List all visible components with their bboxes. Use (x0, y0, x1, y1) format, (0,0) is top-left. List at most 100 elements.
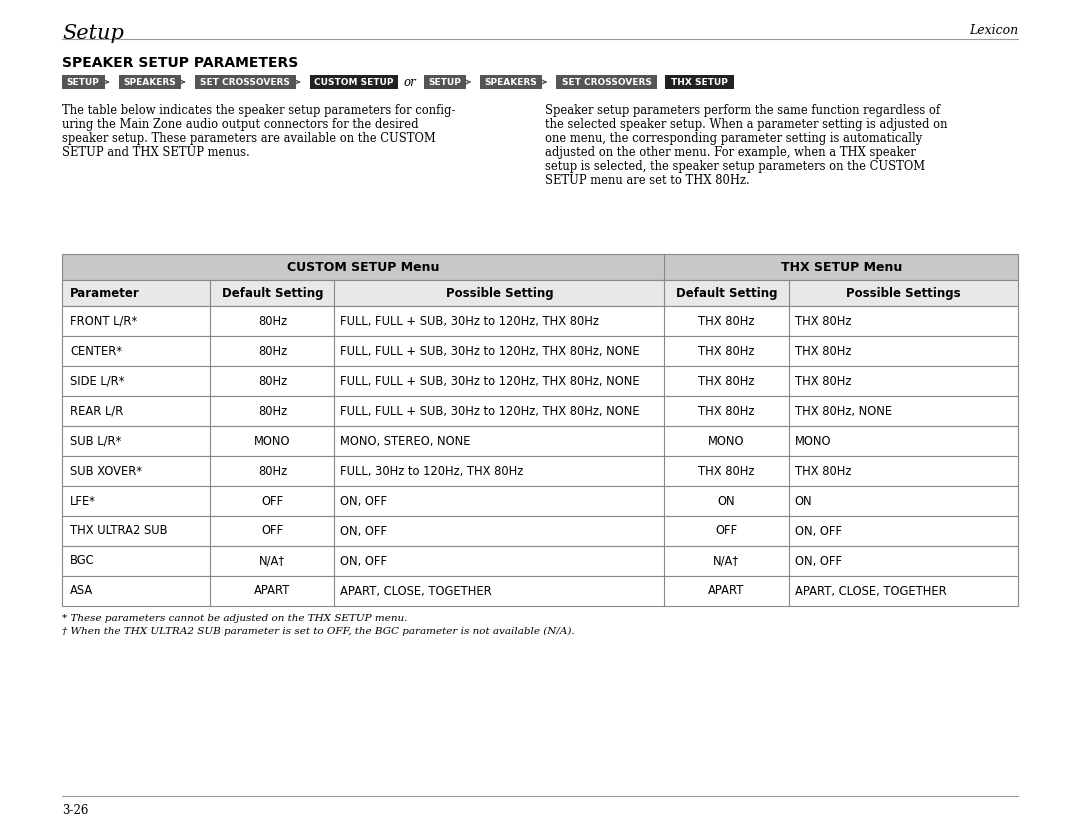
Text: or: or (404, 76, 416, 88)
Text: THX 80Hz: THX 80Hz (795, 465, 851, 478)
Text: the selected speaker setup. When a parameter setting is adjusted on: the selected speaker setup. When a param… (545, 118, 947, 131)
Bar (62, 396, 1018, 426)
Text: one menu, the corresponding parameter setting is automatically: one menu, the corresponding parameter se… (545, 132, 922, 145)
Text: REAR L/R: REAR L/R (70, 404, 123, 418)
Text: 80Hz: 80Hz (258, 344, 287, 358)
Text: ASA: ASA (70, 585, 93, 597)
Text: ON, OFF: ON, OFF (340, 525, 388, 537)
Text: Default Setting: Default Setting (676, 287, 778, 299)
Text: APART: APART (254, 585, 291, 597)
Text: * These parameters cannot be adjusted on the THX SETUP menu.: * These parameters cannot be adjusted on… (62, 614, 407, 623)
Text: THX ULTRA2 SUB: THX ULTRA2 SUB (70, 525, 167, 537)
Text: THX 80Hz: THX 80Hz (699, 374, 755, 388)
Text: SETUP: SETUP (67, 78, 99, 87)
Bar (62, 486, 1018, 516)
Text: ON, OFF: ON, OFF (340, 555, 388, 567)
Text: N/A†: N/A† (259, 555, 285, 567)
Bar (62, 546, 1018, 576)
FancyBboxPatch shape (194, 75, 296, 89)
FancyBboxPatch shape (119, 75, 180, 89)
Text: SPEAKERS: SPEAKERS (123, 78, 176, 87)
Text: THX SETUP: THX SETUP (671, 78, 728, 87)
Text: FULL, 30Hz to 120Hz, THX 80Hz: FULL, 30Hz to 120Hz, THX 80Hz (340, 465, 524, 478)
Text: 80Hz: 80Hz (258, 374, 287, 388)
Text: The table below indicates the speaker setup parameters for config-: The table below indicates the speaker se… (62, 104, 456, 117)
Text: Possible Settings: Possible Settings (846, 287, 960, 299)
Text: THX 80Hz: THX 80Hz (699, 404, 755, 418)
Bar (62, 306, 1018, 336)
Text: THX 80Hz: THX 80Hz (699, 465, 755, 478)
Text: SETUP menu are set to THX 80Hz.: SETUP menu are set to THX 80Hz. (545, 174, 750, 187)
Text: CUSTOM SETUP Menu: CUSTOM SETUP Menu (287, 260, 440, 274)
Text: Default Setting: Default Setting (221, 287, 323, 299)
Text: FULL, FULL + SUB, 30Hz to 120Hz, THX 80Hz, NONE: FULL, FULL + SUB, 30Hz to 120Hz, THX 80H… (340, 374, 640, 388)
Text: SETUP: SETUP (429, 78, 461, 87)
Text: Possible Setting: Possible Setting (446, 287, 553, 299)
Bar (62, 576, 1018, 606)
FancyBboxPatch shape (62, 75, 105, 89)
Text: SPEAKERS: SPEAKERS (485, 78, 538, 87)
Bar (62, 280, 1018, 306)
Text: ON, OFF: ON, OFF (340, 495, 388, 508)
Text: FULL, FULL + SUB, 30Hz to 120Hz, THX 80Hz, NONE: FULL, FULL + SUB, 30Hz to 120Hz, THX 80H… (340, 404, 640, 418)
Text: MONO: MONO (795, 435, 832, 448)
Text: † When the THX ULTRA2 SUB parameter is set to OFF, the BGC parameter is not avai: † When the THX ULTRA2 SUB parameter is s… (62, 627, 575, 636)
Text: Setup: Setup (62, 24, 124, 43)
Text: MONO: MONO (708, 435, 745, 448)
FancyBboxPatch shape (423, 75, 465, 89)
Text: SPEAKER SETUP PARAMETERS: SPEAKER SETUP PARAMETERS (62, 56, 298, 70)
Bar (62, 426, 1018, 456)
Text: uring the Main Zone audio output connectors for the desired: uring the Main Zone audio output connect… (62, 118, 419, 131)
Text: OFF: OFF (261, 495, 283, 508)
Text: FULL, FULL + SUB, 30Hz to 120Hz, THX 80Hz: FULL, FULL + SUB, 30Hz to 120Hz, THX 80H… (340, 314, 599, 328)
Bar (62, 456, 1018, 486)
Text: MONO: MONO (254, 435, 291, 448)
Text: APART, CLOSE, TOGETHER: APART, CLOSE, TOGETHER (795, 585, 946, 597)
Bar (62, 336, 1018, 366)
Text: ON, OFF: ON, OFF (795, 555, 841, 567)
Text: THX SETUP Menu: THX SETUP Menu (781, 260, 902, 274)
FancyBboxPatch shape (556, 75, 657, 89)
Text: CUSTOM SETUP: CUSTOM SETUP (314, 78, 393, 87)
FancyBboxPatch shape (665, 75, 733, 89)
Text: 3-26: 3-26 (62, 804, 89, 817)
Text: APART: APART (708, 585, 744, 597)
Text: FULL, FULL + SUB, 30Hz to 120Hz, THX 80Hz, NONE: FULL, FULL + SUB, 30Hz to 120Hz, THX 80H… (340, 344, 640, 358)
Text: CENTER*: CENTER* (70, 344, 122, 358)
Text: THX 80Hz: THX 80Hz (795, 314, 851, 328)
Text: adjusted on the other menu. For example, when a THX speaker: adjusted on the other menu. For example,… (545, 146, 916, 159)
Text: Parameter: Parameter (70, 287, 139, 299)
Text: ON: ON (717, 495, 735, 508)
Text: THX 80Hz: THX 80Hz (699, 314, 755, 328)
Text: 80Hz: 80Hz (258, 465, 287, 478)
Bar (62, 366, 1018, 396)
Text: ON, OFF: ON, OFF (795, 525, 841, 537)
Text: SET CROSSOVERS: SET CROSSOVERS (200, 78, 289, 87)
Text: BGC: BGC (70, 555, 95, 567)
Text: LFE*: LFE* (70, 495, 96, 508)
Bar (62, 516, 1018, 546)
Text: MONO, STEREO, NONE: MONO, STEREO, NONE (340, 435, 471, 448)
FancyBboxPatch shape (310, 75, 397, 89)
Text: SUB XOVER*: SUB XOVER* (70, 465, 141, 478)
FancyBboxPatch shape (480, 75, 542, 89)
Text: FRONT L/R*: FRONT L/R* (70, 314, 137, 328)
Text: OFF: OFF (715, 525, 738, 537)
Text: THX 80Hz: THX 80Hz (795, 344, 851, 358)
Text: THX 80Hz: THX 80Hz (795, 374, 851, 388)
Text: ON: ON (795, 495, 812, 508)
Text: 80Hz: 80Hz (258, 404, 287, 418)
Text: 80Hz: 80Hz (258, 314, 287, 328)
Text: setup is selected, the speaker setup parameters on the CUSTOM: setup is selected, the speaker setup par… (545, 160, 926, 173)
Text: OFF: OFF (261, 525, 283, 537)
Text: THX 80Hz, NONE: THX 80Hz, NONE (795, 404, 892, 418)
Text: APART, CLOSE, TOGETHER: APART, CLOSE, TOGETHER (340, 585, 492, 597)
Text: speaker setup. These parameters are available on the CUSTOM: speaker setup. These parameters are avai… (62, 132, 435, 145)
Text: Speaker setup parameters perform the same function regardless of: Speaker setup parameters perform the sam… (545, 104, 940, 117)
Text: SET CROSSOVERS: SET CROSSOVERS (562, 78, 651, 87)
Text: SUB L/R*: SUB L/R* (70, 435, 121, 448)
Text: Lexicon: Lexicon (969, 24, 1018, 37)
Bar (62, 254, 1018, 280)
Text: N/A†: N/A† (714, 555, 740, 567)
Text: THX 80Hz: THX 80Hz (699, 344, 755, 358)
